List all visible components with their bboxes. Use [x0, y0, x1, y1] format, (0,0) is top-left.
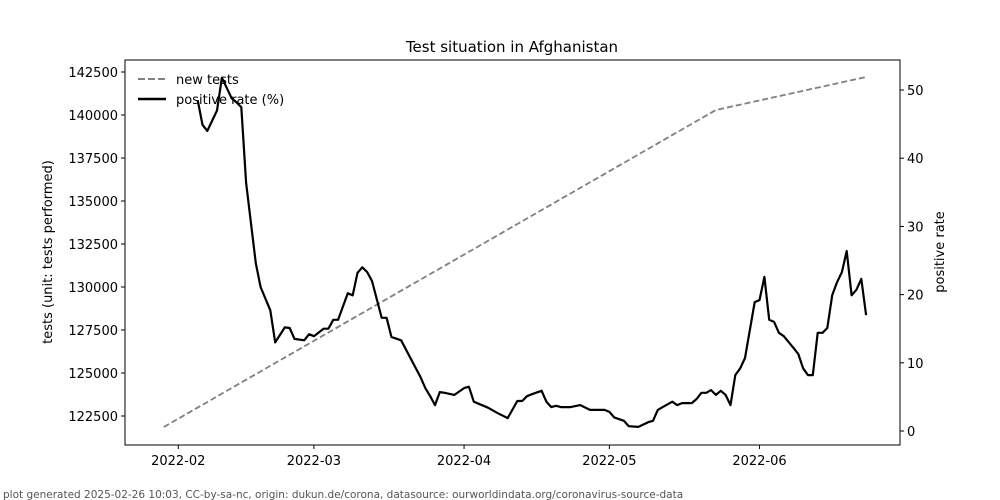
- y-right-tick-label: 50: [907, 84, 924, 99]
- y-left-tick-label: 135000: [68, 195, 118, 210]
- y-right-tick-label: 40: [907, 152, 924, 167]
- y-right-tick-label: 30: [907, 220, 924, 235]
- footer-text: plot generated 2025-02-26 10:03, CC-by-s…: [3, 489, 683, 500]
- y-left-tick-label: 140000: [68, 109, 118, 124]
- plot-frame: [124, 59, 901, 446]
- y-left-tick-label: 125000: [68, 367, 118, 382]
- x-tick-label: 2022-06: [732, 454, 786, 469]
- y-left-tick-label: 137500: [68, 152, 118, 167]
- series-line-positive-rate: [196, 76, 868, 428]
- series-line-new-tests: [163, 76, 867, 428]
- y-left-tick-label: 142500: [68, 66, 118, 81]
- y-left-tick-label: 132500: [68, 238, 118, 253]
- legend-label-new-tests: new tests: [176, 73, 239, 88]
- y-right-tick-label: 0: [907, 425, 915, 440]
- y-left-tick-label: 130000: [68, 281, 118, 296]
- legend-label-positive-rate: positive rate (%): [176, 93, 284, 108]
- y-right-tick-label: 10: [907, 357, 924, 372]
- chart-title: Test situation in Afghanistan: [405, 38, 618, 56]
- y-left-tick-label: 127500: [68, 324, 118, 339]
- y-left-tick-label: 122500: [68, 410, 118, 425]
- x-tick-label: 2022-02: [151, 454, 205, 469]
- y-axis-right-label: positive rate: [933, 211, 948, 293]
- legend: new tests positive rate (%): [138, 73, 284, 108]
- x-tick-label: 2022-04: [437, 454, 491, 469]
- y-right-tick-label: 20: [907, 289, 924, 304]
- x-tick-label: 2022-03: [287, 454, 341, 469]
- x-tick-label: 2022-05: [582, 454, 636, 469]
- y-axis-left-label: tests (unit: tests performed): [41, 160, 56, 344]
